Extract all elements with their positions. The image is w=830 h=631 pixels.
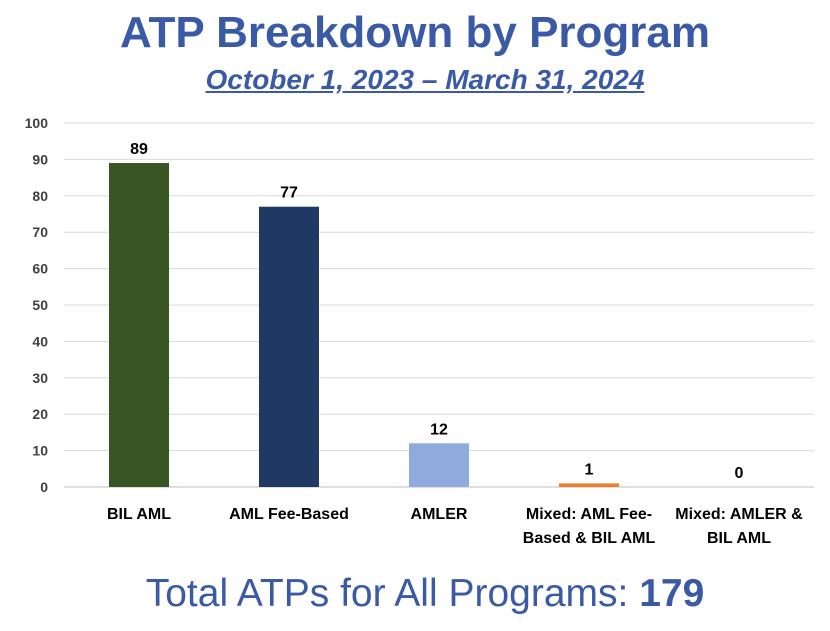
chart-subtitle: October 1, 2023 – March 31, 2024: [205, 64, 645, 95]
gridlines: [64, 122, 814, 488]
chart-title: ATP Breakdown by Program: [119, 8, 711, 57]
category-label: BIL AML: [107, 506, 171, 523]
category-label: Mixed: AMLER & BIL AML: [675, 506, 803, 547]
bar: [409, 443, 469, 487]
y-tick-label: 100: [25, 115, 49, 131]
y-tick-label: 50: [32, 297, 48, 313]
bar: [259, 206, 319, 487]
bar: [559, 483, 619, 487]
category-label: AML Fee-Based: [229, 506, 349, 523]
y-tick-label: 20: [32, 406, 48, 422]
total-value: 179: [639, 572, 705, 615]
data-label: 0: [735, 465, 744, 482]
data-label: 1: [585, 461, 594, 478]
y-tick-label: 30: [32, 370, 48, 386]
y-tick-label: 10: [32, 443, 48, 459]
y-tick-label: 0: [40, 479, 48, 495]
total-summary: Total ATPs for All Programs: 179: [0, 572, 830, 616]
y-axis-ticks: 0 10 20 30 40 50 60 70 80 90 100: [25, 115, 49, 495]
category-label: Mixed: AML Fee-Based & BIL AML: [523, 506, 656, 547]
category-label: AMLER: [411, 506, 468, 523]
data-labels: 89 77 12 1 0: [130, 141, 743, 482]
bars: [109, 163, 619, 488]
y-tick-label: 80: [32, 188, 48, 204]
data-label: 89: [130, 141, 148, 158]
y-tick-label: 40: [32, 333, 48, 349]
data-label: 12: [430, 421, 448, 438]
data-label: 77: [280, 185, 298, 202]
y-tick-label: 90: [32, 151, 48, 167]
y-tick-label: 70: [32, 224, 48, 240]
bar: [109, 163, 169, 488]
y-tick-label: 60: [32, 261, 48, 277]
x-axis-categories: BIL AML AML Fee-Based AMLER Mixed: AML Fee-…: [107, 506, 803, 547]
total-label: Total ATPs for All Programs:: [145, 572, 640, 615]
